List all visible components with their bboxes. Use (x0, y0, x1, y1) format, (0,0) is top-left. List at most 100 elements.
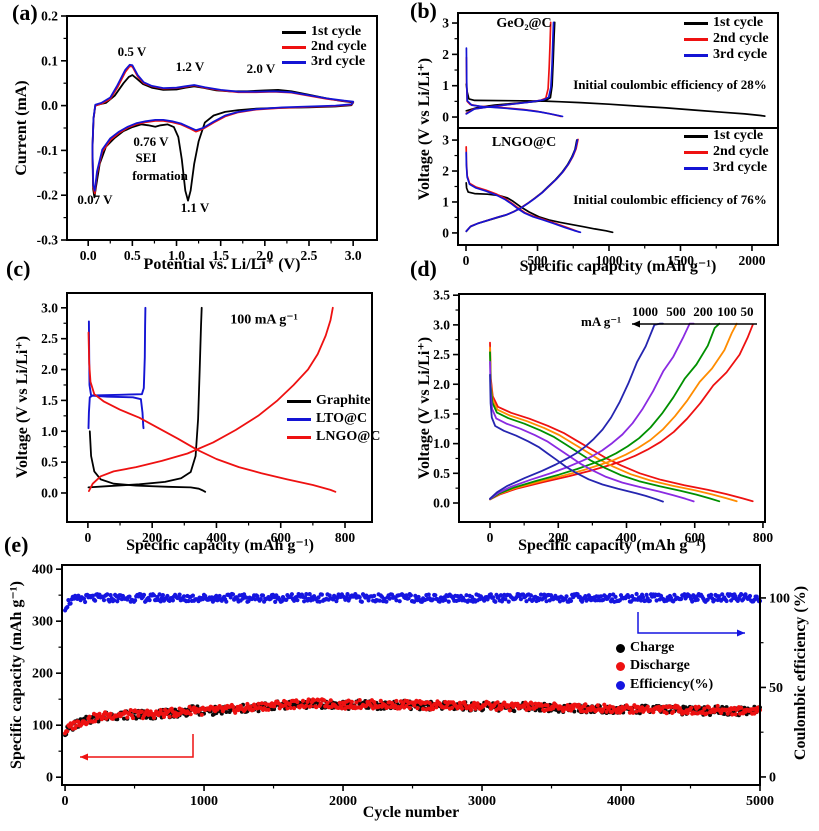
annotation-ice-76: Initial coulombic efficiency of 76% (573, 192, 767, 207)
legend-e-row-discharge: Discharge (616, 659, 690, 673)
legend-label: 1st cycle (311, 24, 362, 39)
series-100-charge (489, 322, 738, 501)
legend-label: 3rd cycle (713, 47, 768, 62)
tick-label: 600 (271, 530, 292, 545)
annotation-peak-0.07v: 0.07 V (77, 192, 113, 207)
tick-label: 0.5 (433, 466, 450, 481)
panel-d-letter: (d) (410, 256, 437, 281)
guide-arrow (637, 612, 745, 637)
tick-label: 0 (463, 253, 470, 268)
panel-d-xaxis-label: Specific capacity (mAh g⁻¹) (518, 537, 706, 554)
panel-d-series (489, 322, 754, 503)
tick-label: 3 (442, 133, 449, 148)
series-50-discharge (489, 341, 754, 503)
tick-label: 0.0 (433, 496, 450, 511)
legend-c-row-graphite: Graphite (287, 394, 370, 408)
guide-arrow (632, 320, 757, 328)
series-200-charge (489, 322, 721, 501)
legend-e-row-efficiency: Efficiency(%) (616, 678, 713, 692)
tick-label: 0.2 (41, 9, 58, 24)
tick-label: 2.0 (256, 248, 273, 263)
annotation-ice-28: Initial coulombic efficiency of 28% (573, 77, 767, 92)
tick-label: 1.5 (433, 406, 450, 421)
annotation-current-density: 100 mA g⁻¹ (230, 312, 298, 328)
series-lto-c-discharge (87, 320, 145, 430)
annotation-peak-1.1v: 1.1 V (180, 200, 210, 215)
legend-line-swatch (684, 166, 708, 170)
tick-label: 300 (32, 615, 53, 630)
legend-dot-swatch (616, 680, 625, 690)
panel-b_top-series (465, 21, 766, 118)
tick-label: 500 (527, 253, 548, 268)
annotation-rate-100: 100 (717, 304, 737, 319)
annotation-peak-0.76v: 0.76 V (133, 134, 169, 149)
series-1000-discharge (489, 373, 664, 503)
tick-label: 1.5 (41, 393, 58, 408)
legend-a-row-3rd: 3rd cycle (282, 55, 365, 69)
series-500-discharge (489, 360, 695, 503)
tick-label: 3.0 (345, 248, 362, 263)
scatter-efficiency- (63, 591, 763, 613)
legend-a-row-2nd: 2nd cycle (282, 40, 367, 54)
legend-label: Charge (630, 640, 675, 655)
panel-c-series (87, 306, 337, 493)
tick-label: 100 (32, 719, 53, 734)
series-500-charge (489, 322, 695, 500)
panel-b_bottom-axes: 0 500 1000 1500 2000 0 1 2 3 (442, 127, 779, 268)
legend-label: Efficiency(%) (630, 677, 714, 692)
tick-label: -0.2 (37, 188, 59, 203)
legend-line-swatch (287, 435, 311, 439)
legend-line-swatch (684, 150, 708, 154)
panel-c-yaxis-label: Voltage (V vs Li/Li⁺) (14, 335, 31, 479)
panel-e-letter: (e) (4, 532, 29, 557)
annotation-lngoc: LNGO@C (491, 135, 557, 150)
legend-b-top-row-3rd: 3rd cycle (684, 48, 767, 62)
panel-b_bottom: 0 500 1000 1500 2000 0 1 2 3 (442, 127, 779, 268)
panel-c: 0 200 400 600 800 0.0 0.5 1.0 1.5 2.0 2.5 3.0 (41, 292, 373, 545)
tick-label: 200 (548, 530, 569, 545)
legend-label: 2nd cycle (311, 39, 367, 54)
panel-c-letter: (c) (6, 256, 31, 281)
tick-label: 2 (442, 164, 449, 179)
legend-a-row-1st: 1st cycle (282, 25, 361, 39)
annotation-peak-2.0v: 2.0 V (246, 61, 276, 76)
tick-label: 0 (442, 110, 449, 125)
panel-b-yaxis-label: Voltage (V vs Li/Li⁺) (416, 57, 433, 201)
tick-label: 3.5 (433, 288, 450, 303)
panel-a-yaxis-label: Current (mA) (13, 80, 30, 176)
annotation-rate-unit: mA g⁻¹ (580, 314, 622, 329)
tick-label: 2.5 (41, 331, 58, 346)
legend-line-swatch (287, 417, 311, 421)
tick-label: 5000 (746, 794, 774, 809)
tick-label: 0 (442, 225, 449, 240)
annotation-rate-500: 500 (666, 304, 686, 319)
panel-b-xaxis-label: Specific capapcity (mAh g⁻¹) (519, 258, 717, 275)
series-1st-charge (465, 21, 556, 112)
annotation-rate-50: 50 (740, 304, 754, 319)
panel-a-series (91, 63, 355, 202)
series-3rd-discharge (465, 151, 582, 234)
legend-line-swatch (684, 21, 708, 25)
tick-label: 0 (46, 771, 53, 786)
tick-label: 0.5 (124, 248, 141, 263)
series-3rd-discharge (465, 47, 564, 118)
tick-label: 2.0 (41, 362, 58, 377)
series-3rd-charge (465, 21, 555, 115)
tick-label: 1 (442, 78, 449, 93)
tick-label: -0.3 (37, 233, 59, 248)
tick-label: 1000 (190, 794, 218, 809)
annotation-sei: SEI (135, 150, 157, 165)
legend-label: 2nd cycle (713, 31, 769, 46)
tick-label: 3.0 (433, 317, 450, 332)
tick-label: 800 (335, 530, 356, 545)
panel-e-left-yaxis-label: Specific capacity (mAh g⁻¹) (8, 581, 25, 769)
annotation-rate-200: 200 (693, 304, 713, 319)
annotation-rate-1000: 1000 (632, 304, 658, 319)
tick-label: 0.0 (41, 98, 58, 113)
series-lngo-c-discharge (87, 331, 337, 493)
tick-label: 1.5 (212, 248, 229, 263)
